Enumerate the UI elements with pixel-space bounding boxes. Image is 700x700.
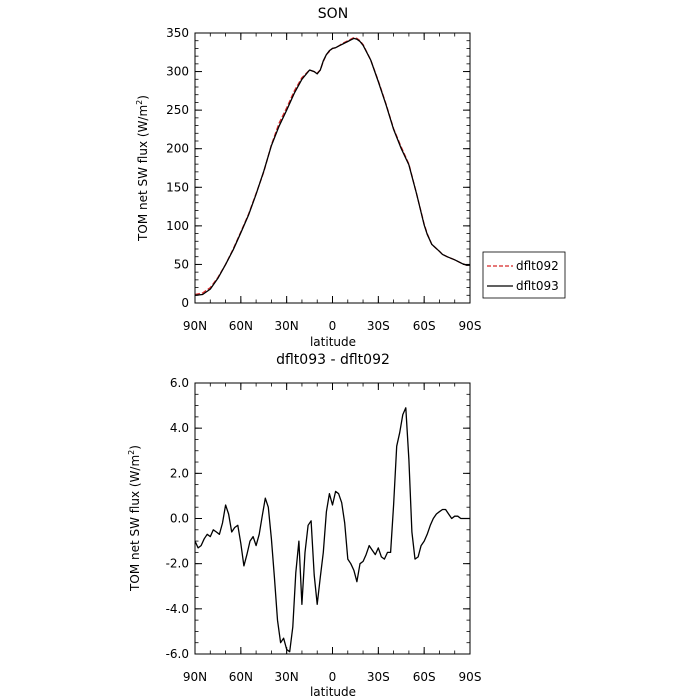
bottom-chart-y-axis-label: TOM net SW flux (W/m2) <box>127 445 142 592</box>
top-chart-panel: SON 0 50 100 150 200 250 300 350 90N 60N 30N 0 30S 60… <box>135 6 566 349</box>
top-chart-x-tick-label: 30N <box>275 319 299 333</box>
bottom-chart-axes: -6.0 -4.0 -2.0 0.0 2.0 4.0 6.0 90N 60N 30N 0 30S 60S… <box>166 376 482 684</box>
top-chart-y-tick-label: 0 <box>181 296 189 310</box>
bottom-chart-frame <box>194 382 471 655</box>
bottom-chart-x-tick-label: 90S <box>459 670 482 684</box>
top-chart-y-tick-label: 200 <box>166 142 189 156</box>
top-chart-x-tick-label: 60S <box>413 319 436 333</box>
top-chart-x-tick-label: 90N <box>183 319 207 333</box>
bottom-chart-y-tick-label: 2.0 <box>170 466 189 480</box>
bottom-chart-x-tick-label: 30N <box>275 670 299 684</box>
top-chart-y-tick-label: 150 <box>166 180 189 194</box>
top-chart-x-tick-label: 90S <box>459 319 482 333</box>
top-chart-legend: dflt092 dflt093 <box>482 251 566 299</box>
top-chart-title: SON <box>318 6 348 22</box>
top-chart-series-line-dflt092 <box>194 36 470 296</box>
bottom-chart-y-tick-label: -6.0 <box>166 647 189 661</box>
top-chart-axes: 0 50 100 150 200 250 300 350 90N 60N 30N 0 30S 60S 90S <box>166 26 481 333</box>
top-chart-y-tick-label: 250 <box>166 103 189 117</box>
top-chart-x-tick-label: 0 <box>329 319 337 333</box>
bottom-chart-y-tick-label: 6.0 <box>170 376 189 390</box>
top-chart-y-axis-label: TOM net SW flux (W/m2) <box>135 95 150 242</box>
top-chart-x-tick-label: 60N <box>229 319 253 333</box>
bottom-chart-x-tick-label: 30S <box>367 670 390 684</box>
bottom-chart-y-tick-label: -2.0 <box>166 557 189 571</box>
top-chart-y-tick-label: 50 <box>174 257 189 271</box>
bottom-chart-y-tick-label: 0.0 <box>170 512 189 526</box>
top-chart-x-axis-label: latitude <box>310 335 356 349</box>
top-chart-y-tick-label: 100 <box>166 219 189 233</box>
bottom-chart-x-tick-label: 0 <box>329 670 337 684</box>
bottom-chart-title: dflt093 - dflt092 <box>276 352 390 368</box>
top-chart-y-tick-label: 300 <box>166 65 189 79</box>
legend-box <box>482 251 566 299</box>
top-chart-lines <box>194 36 470 296</box>
bottom-chart-y-tick-label: 4.0 <box>170 421 189 435</box>
bottom-chart-lines <box>194 407 470 653</box>
legend-label-dflt092: dflt092 <box>516 259 559 273</box>
bottom-chart-x-tick-label: 90N <box>183 670 207 684</box>
top-chart-y-tick-label: 350 <box>166 26 189 40</box>
bottom-chart-y-tick-label: -4.0 <box>166 602 189 616</box>
bottom-chart-panel: dflt093 - dflt092 -6.0 -4.0 -2.0 0.0 2.0 4.0 6… <box>127 352 481 699</box>
bottom-chart-x-tick-label: 60N <box>229 670 253 684</box>
bottom-chart-x-axis-label: latitude <box>310 685 356 699</box>
legend-label-dflt093: dflt093 <box>516 279 559 293</box>
bottom-chart-x-tick-label: 60S <box>413 670 436 684</box>
bottom-chart-series-line-dflt093-dflt092 <box>194 407 470 653</box>
top-chart-series-line-dflt093 <box>194 37 470 296</box>
top-chart-x-tick-label: 30S <box>367 319 390 333</box>
top-chart-frame <box>194 32 471 304</box>
